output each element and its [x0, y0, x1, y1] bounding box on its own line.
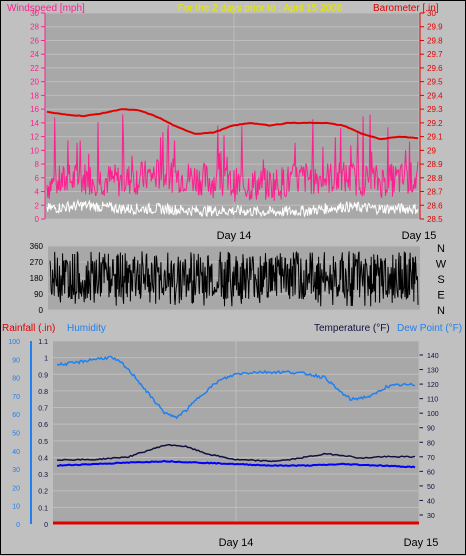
top-right-tick-label: 29.4: [427, 91, 443, 100]
humidity-tick-label: 50: [12, 431, 20, 438]
top-left-tick-label: 22: [30, 64, 39, 73]
top-right-tick-label: 29.2: [427, 119, 443, 128]
top-right-tick-label: 28.8: [427, 174, 443, 183]
humidity-tick-label: 80: [12, 376, 20, 383]
humidity-tick-label: 70: [12, 394, 20, 401]
temperature-axis-label: Temperature (°F): [314, 323, 390, 334]
rain-tick-label: 1.1: [38, 339, 48, 346]
temperature-tick-label: 40: [427, 498, 435, 505]
top-right-tick-label: 29.1: [427, 133, 443, 142]
windspeed-axis-label: Windspeed [mph]: [7, 3, 85, 14]
compass-label: S: [437, 274, 444, 286]
direction-tick-label: 0: [39, 306, 44, 315]
x-tick-day14-top: Day 14: [217, 230, 252, 242]
top-left-tick-label: 0: [35, 215, 40, 224]
compass-label: N: [437, 305, 445, 317]
temperature-tick-label: 30: [427, 513, 435, 520]
humidity-tick-label: 20: [12, 485, 20, 492]
humidity-tick-label: 30: [12, 467, 20, 474]
top-left-tick-label: 24: [30, 50, 39, 59]
humidity-tick-label: 10: [12, 504, 20, 511]
humidity-axis-label: Humidity: [67, 323, 106, 334]
direction-tick-label: 90: [34, 290, 43, 299]
x-tick-day15-bottom: Day 15: [404, 537, 439, 549]
direction-tick-label: 180: [30, 274, 44, 283]
top-right-tick-label: 28.5: [427, 215, 443, 224]
top-right-tick-label: 28.7: [427, 188, 443, 197]
series-barometer-line: [46, 108, 419, 141]
top-left-tick-label: 4: [35, 188, 40, 197]
top-left-tick-label: 30: [30, 9, 39, 18]
rain-tick-label: 0.3: [38, 472, 48, 479]
rain-tick-label: 0.4: [38, 455, 48, 462]
compass-label: N: [437, 243, 445, 255]
series-wind-gust-line: [46, 114, 419, 202]
rain-tick-label: 0.9: [38, 372, 48, 379]
humidity-tick-label: 100: [8, 339, 20, 346]
top-right-tick-label: 29: [427, 146, 436, 155]
direction-tick-label: 360: [30, 242, 44, 251]
top-left-tick-label: 16: [30, 105, 39, 114]
temperature-tick-label: 120: [427, 382, 439, 389]
humidity-tick-label: 90: [12, 357, 20, 364]
rain-tick-label: 0: [44, 522, 48, 529]
compass-label: W: [436, 259, 447, 271]
temperature-tick-label: 70: [427, 455, 435, 462]
rain-tick-label: 0.8: [38, 389, 48, 396]
temperature-tick-label: 80: [427, 440, 435, 447]
series-wind-average-line: [46, 198, 419, 218]
temperature-tick-label: 60: [427, 469, 435, 476]
top-right-tick-label: 29.7: [427, 50, 443, 59]
top-left-tick-label: 10: [30, 146, 39, 155]
top-left-tick-label: 14: [30, 119, 39, 128]
temperature-tick-label: 110: [427, 397, 438, 404]
series-humidity-line: [56, 355, 416, 420]
top-right-tick-label: 28.6: [427, 201, 443, 210]
top-right-tick-label: 29.3: [427, 105, 443, 114]
temperature-tick-label: 50: [427, 484, 435, 491]
temperature-tick-label: 130: [427, 368, 439, 375]
rain-tick-label: 0.2: [38, 489, 48, 496]
rain-tick-label: 0.6: [38, 422, 48, 429]
top-left-tick-label: 18: [30, 91, 39, 100]
temperature-tick-label: 140: [427, 353, 439, 360]
top-right-tick-label: 29.5: [427, 78, 443, 87]
temperature-tick-label: 100: [427, 411, 439, 418]
series-wind-direction-line: [49, 250, 419, 307]
series-dewpoint-line: [56, 459, 416, 469]
top-left-tick-label: 20: [30, 78, 39, 87]
top-left-tick-label: 28: [30, 23, 39, 32]
chart-title: For the 2 days prior to : April 15 2008: [178, 3, 343, 14]
top-left-tick-label: 8: [35, 160, 40, 169]
x-tick-day14-bottom: Day 14: [219, 537, 254, 549]
compass-label: E: [437, 290, 444, 302]
rainfall-axis-label: Rainfall (.in): [2, 323, 55, 334]
direction-tick-label: 270: [30, 258, 44, 267]
top-left-tick-label: 12: [30, 133, 39, 142]
humidity-tick-label: 40: [12, 449, 20, 456]
top-left-tick-label: 26: [30, 36, 39, 45]
temperature-tick-label: 90: [427, 426, 435, 433]
top-right-tick-label: 29.6: [427, 64, 443, 73]
rain-tick-label: 0.1: [38, 505, 48, 512]
humidity-axis: [30, 341, 32, 524]
rain-tick-label: 0.7: [38, 406, 48, 413]
barometer-axis-label: Barometer [.in]: [373, 3, 439, 14]
top-right-tick-label: 28.9: [427, 160, 443, 169]
series-temperature-line: [57, 443, 416, 463]
rain-tick-label: 0.5: [38, 439, 48, 446]
humidity-tick-label: 60: [12, 412, 20, 419]
top-right-tick-label: 29.8: [427, 36, 443, 45]
x-tick-day15-top: Day 15: [402, 230, 437, 242]
top-right-tick-label: 30: [427, 9, 436, 18]
dewpoint-axis-label: Dew Point (°F): [397, 323, 462, 334]
rain-tick-label: 1: [44, 356, 48, 363]
top-left-tick-label: 2: [35, 201, 40, 210]
humidity-tick-label: 0: [16, 522, 20, 529]
top-left-tick-label: 6: [35, 174, 40, 183]
top-right-tick-label: 29.9: [427, 23, 443, 32]
